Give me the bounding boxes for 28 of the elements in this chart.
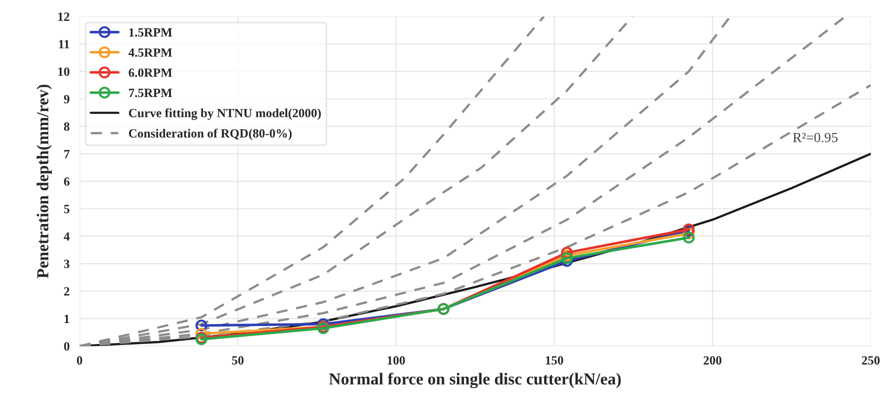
- x-tick-label: 100: [388, 356, 405, 365]
- x-tick-label: 250: [862, 356, 880, 365]
- annotation: R²=0.95: [792, 132, 838, 142]
- x-tick-label: 0: [76, 356, 82, 365]
- legend-label: Consideration of RQD(80-0%): [128, 128, 292, 140]
- y-tick-label: 6: [64, 177, 70, 186]
- x-tick-label: 200: [704, 356, 722, 365]
- y-tick-label: 0: [64, 342, 70, 351]
- legend-label: 7.5RPM: [129, 88, 172, 98]
- x-tick-label: 50: [232, 356, 244, 365]
- legend-label: 6.0RPM: [128, 68, 172, 77]
- y-tick-label: 2: [64, 287, 70, 296]
- y-tick-label: 5: [64, 204, 70, 214]
- legend-label: 4.5RPM: [128, 48, 172, 57]
- y-tick-label: 8: [64, 122, 70, 131]
- y-tick-label: 3: [64, 260, 70, 268]
- y-tick-label: 7: [64, 150, 70, 158]
- y-tick-label: 1: [64, 314, 70, 323]
- y-tick-label: 4: [64, 232, 70, 241]
- y-tick-label: 12: [58, 12, 70, 21]
- legend-label: 1.5RPM: [129, 28, 172, 37]
- x-axis-title: Normal force on single disc cutter(kN/ea): [329, 372, 621, 388]
- y-tick-label: 9: [64, 94, 70, 104]
- legend-label: Curve fitting by NTNU model(2000): [128, 108, 321, 120]
- y-tick-label: 10: [58, 67, 70, 76]
- x-tick-label: 150: [546, 356, 564, 365]
- y-tick-label: 11: [59, 40, 70, 48]
- y-axis-title: Penetration depth(mm/rev): [36, 84, 52, 278]
